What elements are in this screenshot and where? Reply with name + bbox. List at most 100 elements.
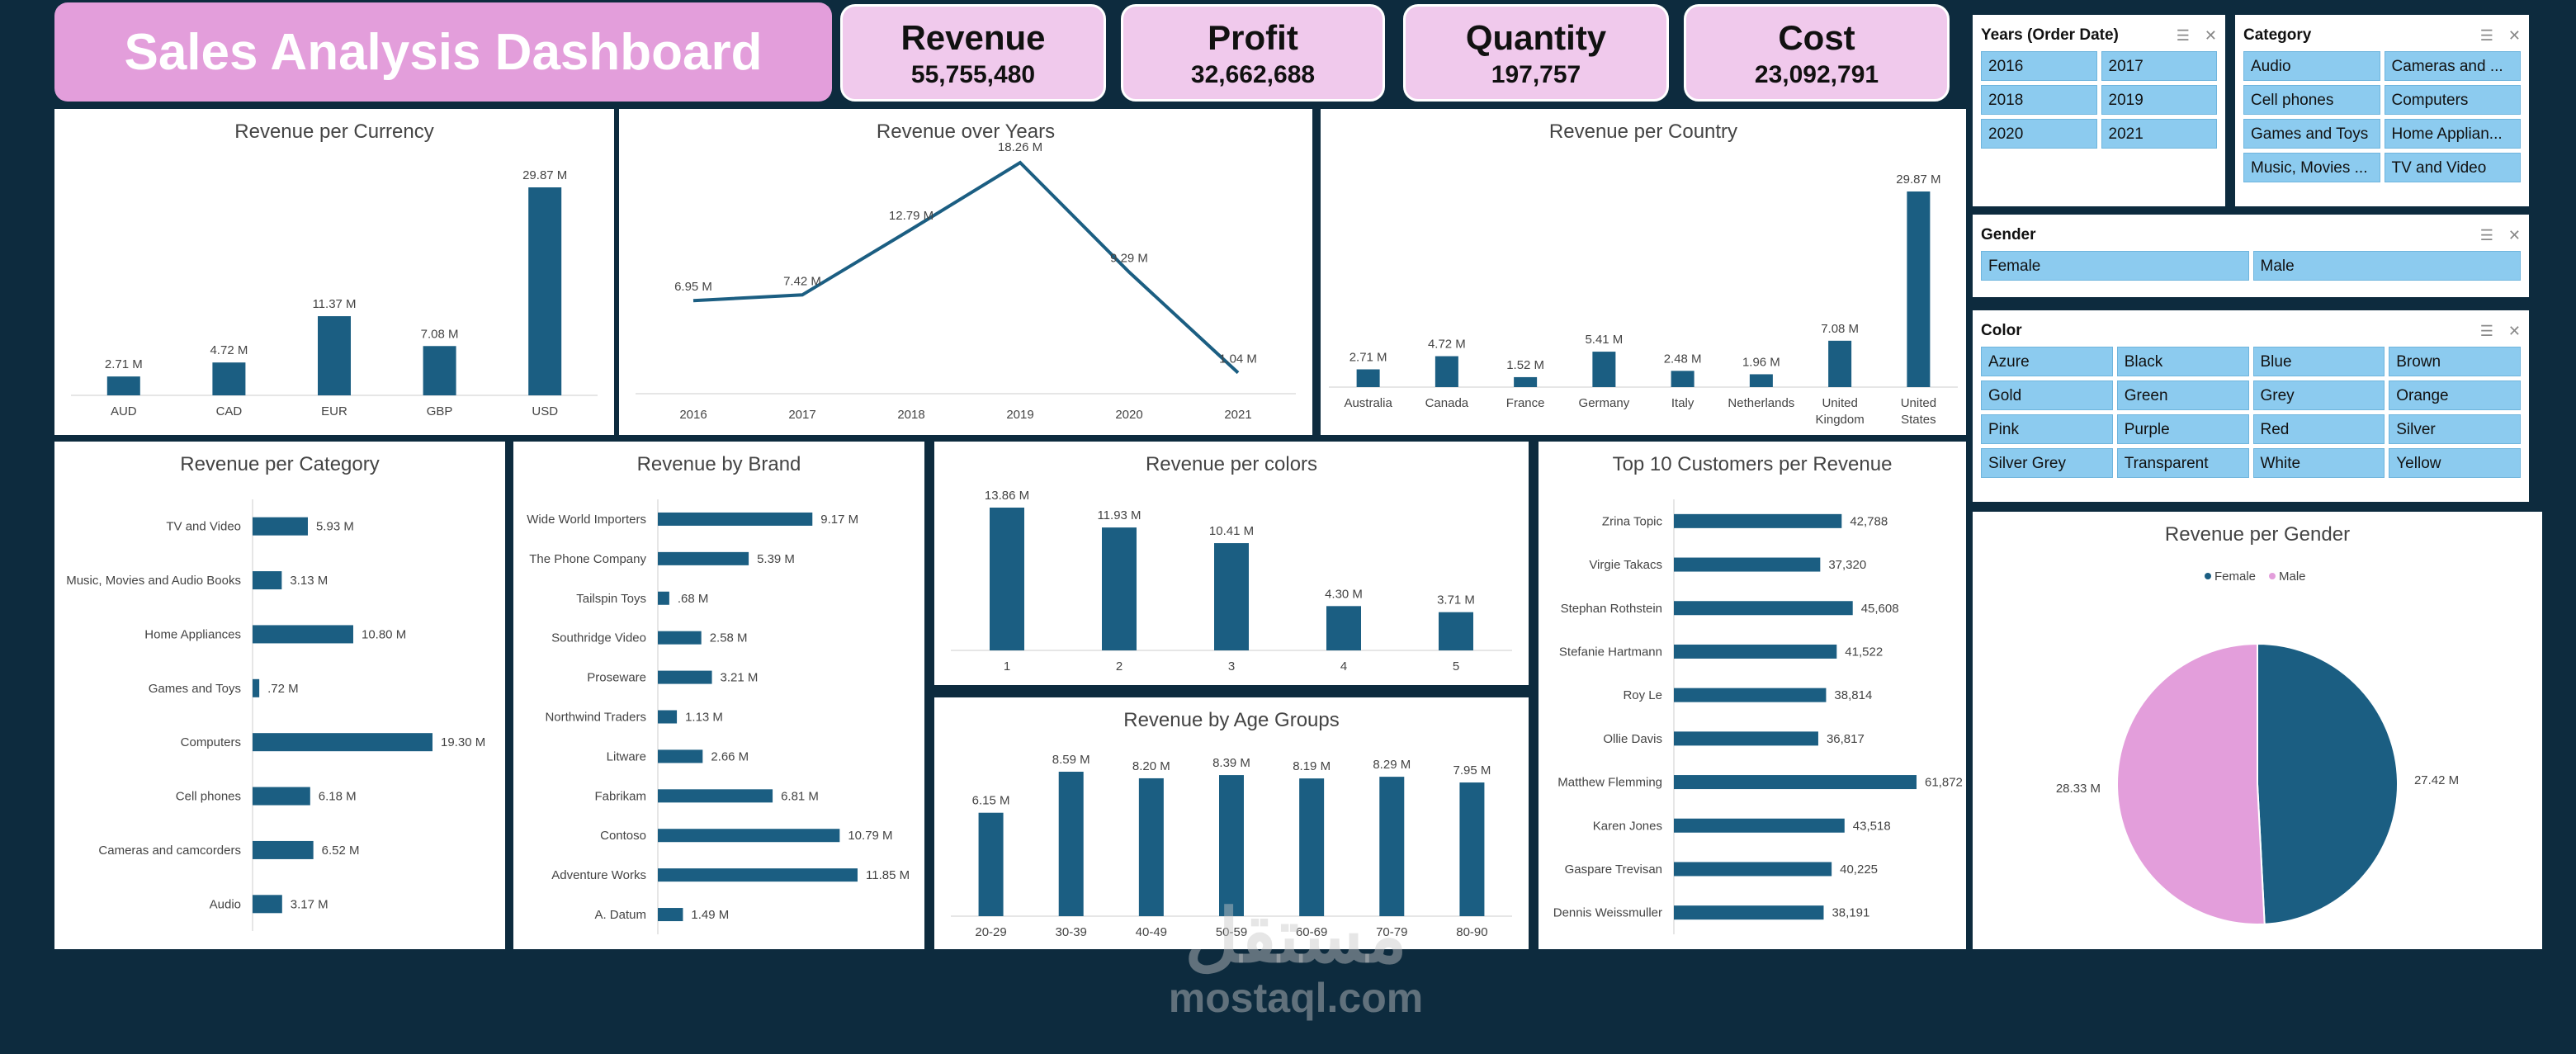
data-label: 6.15 M bbox=[972, 794, 1010, 808]
bar bbox=[212, 362, 246, 395]
y-tick-label: Proseware bbox=[587, 671, 646, 685]
x-tick-label: 80-90 bbox=[1456, 925, 1487, 939]
slicer-item-2016[interactable]: 2016 bbox=[1981, 51, 2097, 81]
chart-svg: Female Male 27.42 M 28.33 M bbox=[2056, 570, 2459, 925]
x-tick-label: 4 bbox=[1340, 659, 1347, 674]
y-tick-label: Contoso bbox=[600, 829, 646, 843]
slicer-item-green[interactable]: Green bbox=[2116, 380, 2249, 410]
bar bbox=[1674, 644, 1837, 659]
kpi-cost-value: 23,092,791 bbox=[1754, 61, 1879, 88]
years-slicer: Years (Order Date) ☰ ✕ 2016 2017 2018 201… bbox=[1973, 15, 2225, 206]
slicer-item-2020[interactable]: 2020 bbox=[1981, 119, 2097, 149]
y-tick-label: Roy Le bbox=[1623, 688, 1662, 702]
slicer-item-pink[interactable]: Pink bbox=[1981, 414, 2113, 444]
category-slicer: Category ☰ ✕ Audio Cameras and ... Cell p… bbox=[2235, 15, 2529, 206]
bar bbox=[1907, 191, 1931, 387]
top-customers-chart: Top 10 Customers per Revenue Zrina Topic… bbox=[1539, 442, 1966, 949]
slicer-item-2021[interactable]: 2021 bbox=[2101, 119, 2217, 149]
bar bbox=[658, 551, 749, 565]
slicer-item-yellow[interactable]: Yellow bbox=[2389, 448, 2521, 478]
pie-slice bbox=[2257, 642, 2399, 925]
y-tick-label: Dennis Weissmuller bbox=[1553, 906, 1662, 920]
slicer-item-2017[interactable]: 2017 bbox=[2101, 51, 2217, 81]
y-tick-label: Wide World Importers bbox=[527, 513, 646, 527]
slicer-item-2018[interactable]: 2018 bbox=[1981, 85, 2097, 115]
chart-svg: Wide World Importers 9.17 M The Phone Comp… bbox=[527, 499, 910, 934]
revenue-per-category-chart: Revenue per Category TV and Video 5.93 M M… bbox=[54, 442, 505, 949]
data-label: 43,518 bbox=[1853, 819, 1891, 833]
bar bbox=[658, 631, 702, 645]
data-label: 8.19 M bbox=[1293, 759, 1331, 773]
data-label: 3.13 M bbox=[290, 574, 328, 588]
slicer-item-games-toys[interactable]: Games and Toys bbox=[2243, 119, 2380, 149]
bar bbox=[658, 670, 712, 684]
bar bbox=[1674, 557, 1821, 572]
bar bbox=[658, 829, 840, 843]
chart-title: Revenue by Brand bbox=[636, 453, 801, 475]
data-label: 28.33 M bbox=[2056, 782, 2101, 796]
data-label: 2.71 M bbox=[1349, 350, 1387, 364]
slicer-item-azure[interactable]: Azure bbox=[1981, 347, 2113, 376]
slicer-item-computers[interactable]: Computers bbox=[2384, 85, 2521, 115]
x-tick-label: Canada bbox=[1425, 396, 1469, 410]
slicer-item-home-appliances[interactable]: Home Applian... bbox=[2384, 119, 2521, 149]
bar bbox=[1674, 905, 1824, 920]
y-tick-label: Cameras and camcorders bbox=[98, 844, 241, 858]
clear-filter-icon[interactable]: ✕ bbox=[2507, 26, 2521, 44]
data-label: 1.96 M bbox=[1742, 355, 1780, 369]
slicer-item-music-movies[interactable]: Music, Movies ... bbox=[2243, 153, 2380, 182]
slicer-item-grey[interactable]: Grey bbox=[2252, 380, 2385, 410]
slicer-item-female[interactable]: Female bbox=[1981, 251, 2249, 281]
slicer-item-black[interactable]: Black bbox=[2116, 347, 2249, 376]
slicer-item-red[interactable]: Red bbox=[2252, 414, 2385, 444]
x-tick-label: GBP bbox=[427, 404, 453, 418]
kpi-revenue-label: Revenue bbox=[900, 18, 1046, 57]
slicer-item-tv-video[interactable]: TV and Video bbox=[2384, 153, 2521, 182]
data-label: 18.26 M bbox=[998, 140, 1042, 154]
data-label: 45,608 bbox=[1861, 602, 1899, 616]
bar bbox=[253, 840, 314, 859]
slicer-item-silver-grey[interactable]: Silver Grey bbox=[1981, 448, 2113, 478]
data-label: 8.39 M bbox=[1212, 756, 1250, 770]
data-label: 42,788 bbox=[1850, 514, 1888, 528]
data-label: 4.30 M bbox=[1325, 587, 1363, 601]
data-label: 61,872 bbox=[1925, 776, 1963, 790]
y-tick-label: Virgie Takacs bbox=[1589, 558, 1662, 572]
multi-select-icon[interactable]: ☰ bbox=[2176, 26, 2190, 44]
chart-svg: 13.86 M 1 11.93 M 2 10.41 M 3 4.30 M 4 3.71 M 5 bbox=[951, 489, 1512, 674]
slicer-item-brown[interactable]: Brown bbox=[2389, 347, 2521, 376]
bar bbox=[1674, 688, 1827, 702]
clear-filter-icon[interactable]: ✕ bbox=[2507, 322, 2521, 339]
x-tick-label: 60-69 bbox=[1296, 925, 1327, 939]
clear-filter-icon[interactable]: ✕ bbox=[2507, 226, 2521, 243]
data-label: 2.48 M bbox=[1664, 352, 1702, 366]
slicer-item-purple[interactable]: Purple bbox=[2116, 414, 2249, 444]
slicer-item-gold[interactable]: Gold bbox=[1981, 380, 2113, 410]
slicer-item-male[interactable]: Male bbox=[2252, 251, 2521, 281]
clear-filter-icon[interactable]: ✕ bbox=[2204, 26, 2217, 44]
multi-select-icon[interactable]: ☰ bbox=[2479, 26, 2493, 44]
data-label: 8.29 M bbox=[1373, 758, 1411, 772]
data-label: 5.39 M bbox=[757, 552, 795, 566]
slicer-item-transparent[interactable]: Transparent bbox=[2116, 448, 2249, 478]
x-tick-label: 2018 bbox=[897, 408, 924, 422]
multi-select-icon[interactable]: ☰ bbox=[2479, 226, 2493, 243]
chart-title: Revenue per Country bbox=[1548, 121, 1738, 143]
x-tick-label: 2019 bbox=[1006, 408, 1033, 422]
revenue-over-years-chart: Revenue over Years 6.95 M 2016 7.42 M 2017 1… bbox=[619, 109, 1312, 435]
kpi-revenue-value: 55,755,480 bbox=[910, 61, 1036, 88]
multi-select-icon[interactable]: ☰ bbox=[2479, 322, 2493, 339]
y-tick-label: Stephan Rothstein bbox=[1561, 602, 1662, 616]
slicer-item-cell-phones[interactable]: Cell phones bbox=[2243, 85, 2380, 115]
x-tick-label: Kingdom bbox=[1816, 413, 1865, 427]
legend-label: Male bbox=[2279, 570, 2306, 584]
y-tick-label: Gaspare Trevisan bbox=[1565, 863, 1662, 877]
slicer-item-orange[interactable]: Orange bbox=[2389, 380, 2521, 410]
slicer-item-cameras[interactable]: Cameras and ... bbox=[2384, 51, 2521, 81]
slicer-item-silver[interactable]: Silver bbox=[2389, 414, 2521, 444]
data-label: 8.59 M bbox=[1052, 753, 1090, 767]
slicer-item-2019[interactable]: 2019 bbox=[2101, 85, 2217, 115]
slicer-item-audio[interactable]: Audio bbox=[2243, 51, 2380, 81]
slicer-item-white[interactable]: White bbox=[2252, 448, 2385, 478]
slicer-item-blue[interactable]: Blue bbox=[2252, 347, 2385, 376]
